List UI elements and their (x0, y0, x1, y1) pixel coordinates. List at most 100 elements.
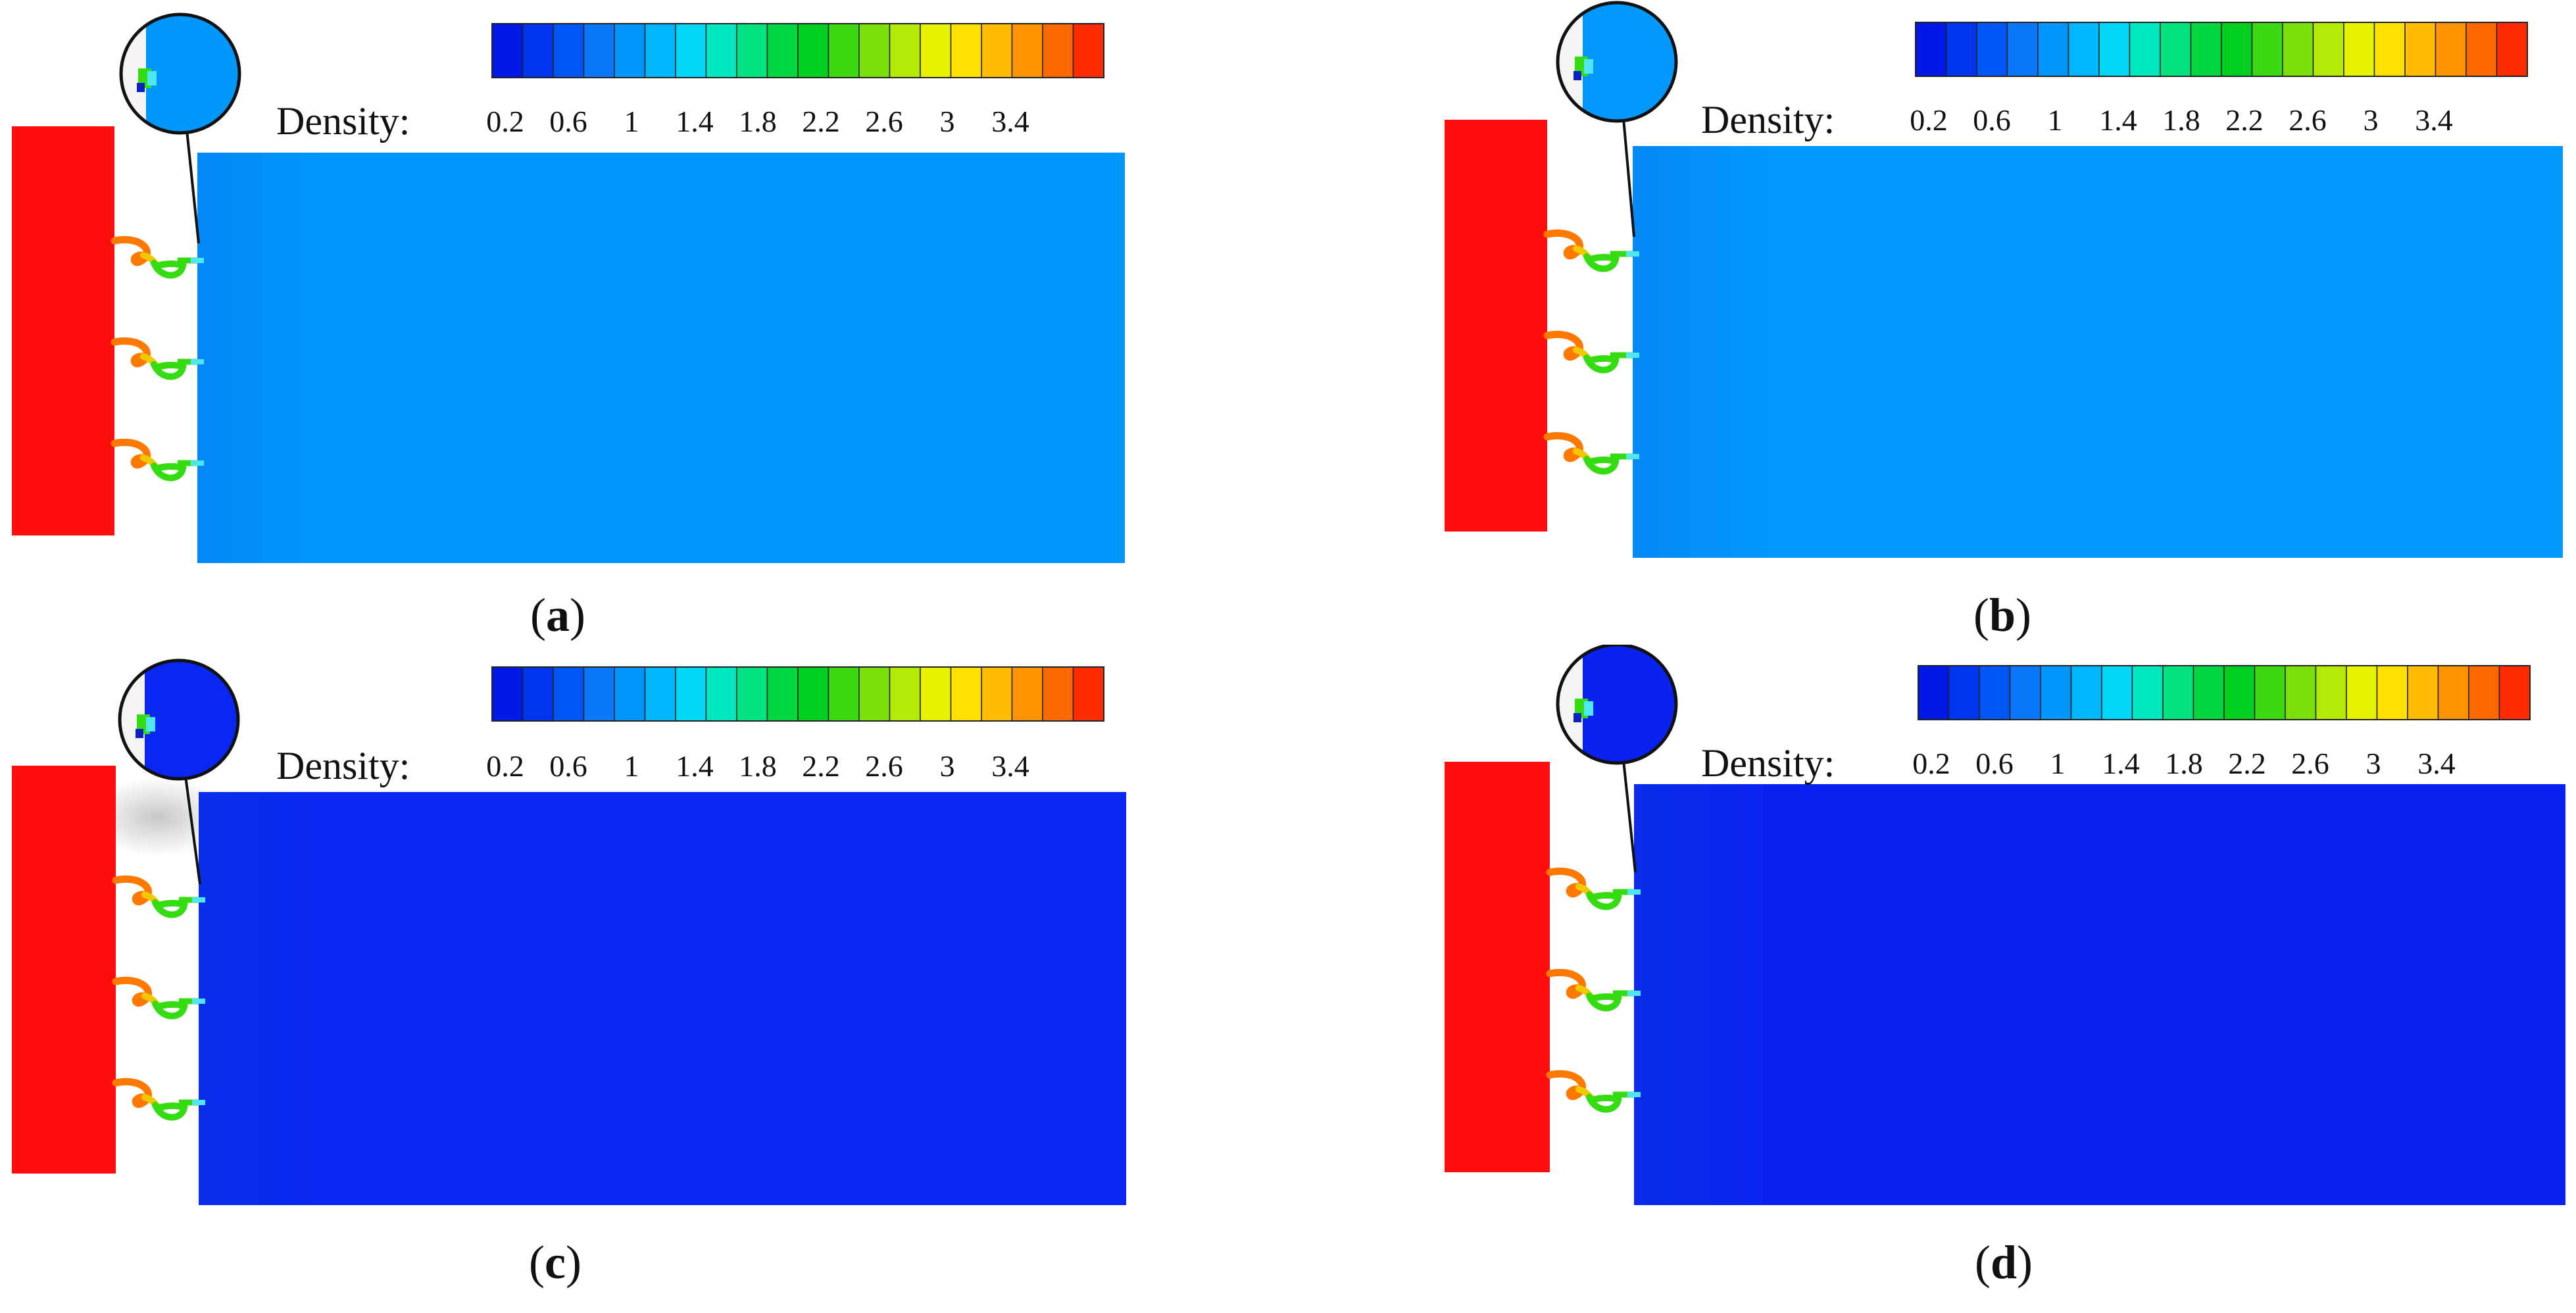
colorbar-cell (2404, 22, 2437, 77)
colorbar-cell (736, 666, 768, 722)
legend-title: Density: (1701, 98, 1835, 141)
zoom-inset (1556, 1, 1678, 123)
colorbar-cell (2068, 22, 2100, 77)
panel-caption: (b) (1973, 589, 2032, 641)
colorbar-cell (2312, 22, 2344, 77)
legend-title: Density: (1701, 741, 1835, 785)
colorbar-cell (1042, 666, 1074, 722)
colorbar-cell (2285, 665, 2317, 720)
colorbar-cell (491, 666, 524, 722)
colorbar-cell (797, 23, 830, 78)
colorbar-cell (1042, 23, 1074, 78)
colorbar (491, 666, 1104, 722)
colorbar-cell (950, 666, 982, 722)
panel-c: Density: 0.2 0.6 1 1.4 1.8 2.2 2.6 3 3.4 (c) (0, 645, 1131, 1289)
colorbar (491, 23, 1104, 78)
legend-tick-label: 1.4 (2099, 103, 2137, 137)
colorbar-cell (2160, 22, 2192, 77)
combustion-chamber (12, 126, 114, 535)
panel-caption: (d) (1974, 1236, 2033, 1289)
simulation-view (1445, 1, 2563, 558)
injector-nozzle (1546, 1070, 1641, 1113)
legend-tick-label: 3.4 (991, 105, 1029, 138)
zoom-inset (1556, 645, 1678, 765)
colorbar-cell (644, 23, 676, 78)
colorbar-cell (2373, 22, 2406, 77)
injector-nozzle (112, 1078, 205, 1121)
legend-tick-label: 2.6 (865, 105, 903, 138)
injector-nozzle (111, 337, 204, 380)
zoom-leader-line (1622, 760, 1637, 873)
simulation-view (12, 658, 1126, 1205)
colorbar-cell (2162, 665, 2194, 720)
zoom-inset (119, 12, 241, 135)
legend-tick-label: 3.4 (2415, 103, 2453, 137)
legend-tick-label: 0.2 (486, 749, 524, 783)
simulation-view (1445, 645, 2565, 1205)
colorbar-cell (2407, 665, 2439, 720)
colorbar-cell (522, 23, 554, 78)
legend-tick-label: 2.2 (802, 749, 840, 783)
colorbar-cell (2468, 665, 2500, 720)
injector-nozzle (1543, 230, 1639, 272)
legend-tick-label: 0.6 (1975, 747, 2014, 780)
legend-tick-label: 1.4 (676, 749, 714, 783)
legend-tick-label: 3 (2363, 103, 2379, 137)
colorbar-cell (644, 666, 676, 722)
legend-tick-label: 1.8 (739, 749, 777, 783)
colorbar-cell (981, 666, 1013, 722)
legend-tick-label: 0.6 (549, 749, 587, 783)
colorbar-cell (675, 666, 707, 722)
colorbar-cell (2282, 22, 2314, 77)
colorbar-cell (705, 23, 737, 78)
legend-tick-label: 0.2 (1910, 103, 1948, 137)
colorbar-cell (583, 23, 615, 78)
legend-tick-label: 2.2 (2228, 747, 2266, 780)
panel-caption: (c) (529, 1236, 582, 1289)
colorbar-cell (2040, 665, 2072, 720)
colorbar-cell (2070, 665, 2102, 720)
legend-tick-label: 1.8 (2162, 103, 2200, 137)
colorbar-cell (858, 23, 891, 78)
panel-d: Density: 0.2 0.6 1 1.4 1.8 2.2 2.6 3 3.4 (d) (1435, 645, 2567, 1289)
panel-b: Density: 0.2 0.6 1 1.4 1.8 2.2 2.6 3 3.4 (b) (1435, 0, 2567, 641)
colorbar-cell (1072, 666, 1104, 722)
injector-nozzle (112, 977, 205, 1020)
colorbar-cell (828, 666, 860, 722)
colorbar-cell (2006, 22, 2039, 77)
colorbar-cell (675, 23, 707, 78)
colorbar-cell (2343, 22, 2375, 77)
colorbar-cell (828, 23, 860, 78)
colorbar-cell (858, 666, 891, 722)
colorbar-cell (1945, 22, 1977, 77)
colorbar-cell (2496, 22, 2528, 77)
legend-tick-label: 2.6 (2291, 747, 2329, 780)
legend-tick-label: 1.8 (739, 105, 777, 138)
colorbar-cell (1915, 22, 1947, 77)
legend-tick-label: 2.2 (802, 105, 840, 138)
legend-tick-label: 1 (2050, 747, 2066, 780)
legend-tick-label: 1 (624, 105, 639, 138)
colorbar-cell (1979, 665, 2011, 720)
injector-nozzle (111, 439, 204, 482)
colorbar-cell (614, 23, 646, 78)
legend-tick-label: 2.6 (2289, 103, 2327, 137)
injector-nozzle (1546, 969, 1641, 1012)
legend-tick-label: 1 (624, 749, 639, 783)
combustion-chamber (1445, 762, 1550, 1172)
colorbar-cell (2037, 22, 2069, 77)
colorbar-cell (553, 666, 585, 722)
colorbar-cell (583, 666, 615, 722)
combustion-chamber (12, 766, 116, 1174)
colorbar-cell (950, 23, 982, 78)
simulation-view (12, 12, 1125, 563)
zoom-leader-line (186, 130, 200, 244)
injector-nozzle (111, 236, 204, 279)
zoom-leader-line (1622, 118, 1635, 237)
colorbar-cell (920, 23, 952, 78)
colorbar-cell (2254, 665, 2286, 720)
colorbar-cell (2190, 22, 2222, 77)
injector-nozzle (112, 876, 205, 918)
zoom-inset (118, 658, 240, 781)
colorbar-cell (2129, 22, 2161, 77)
